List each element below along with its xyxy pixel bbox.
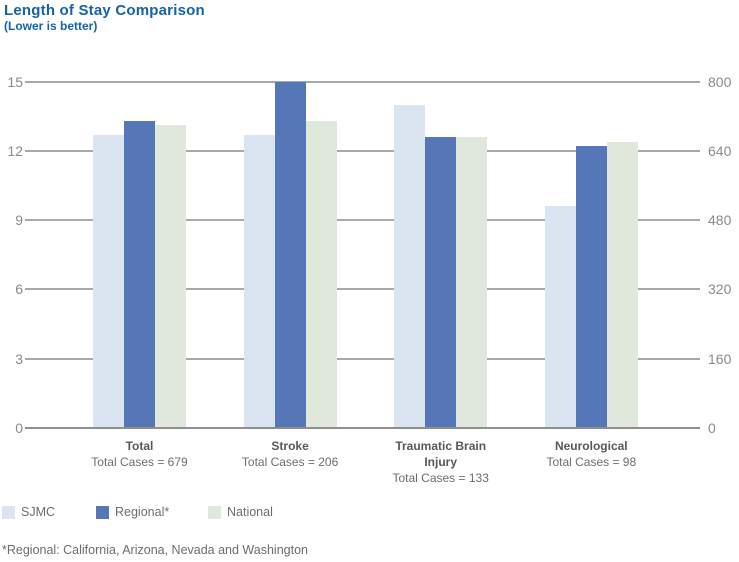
gridline: [25, 357, 700, 360]
bar-national-3: [606, 141, 638, 428]
chart-subtitle: (Lower is better): [4, 19, 98, 33]
legend-label: National: [227, 505, 273, 519]
category-name: Total: [125, 439, 154, 453]
category-label: Total Total Cases = 679: [65, 438, 215, 471]
category-total-cases: Total Cases = 98: [546, 455, 637, 469]
left-axis-tick: 0: [15, 420, 23, 436]
legend-item-sjmc: SJMC: [2, 506, 55, 519]
x-axis-baseline: [25, 427, 700, 429]
category-total-cases: Total Cases = 206: [241, 455, 339, 469]
right-axis-tick: 800: [708, 73, 732, 90]
bar-regional-1: [274, 81, 306, 428]
category-label: Stroke Total Cases = 206: [215, 438, 365, 471]
gridline: [25, 288, 700, 291]
regional-footnote: *Regional: California, Arizona, Nevada a…: [2, 543, 308, 557]
right-axis-tick: 160: [708, 350, 732, 367]
category-label: Neurological Total Cases = 98: [516, 438, 666, 471]
left-axis-tick: 3: [15, 350, 23, 367]
category-label: Traumatic Brain Injury Total Cases = 133: [366, 438, 516, 487]
category-total-cases: Total Cases = 133: [392, 471, 489, 485]
left-axis-tick: 15: [7, 73, 23, 90]
gridline: [25, 219, 700, 222]
bar-regional-2: [425, 136, 457, 428]
gridline: [25, 80, 700, 83]
right-axis-tick: 0: [708, 420, 716, 436]
right-axis-tick: 320: [708, 281, 732, 298]
bar-sjmc-1: [243, 134, 275, 428]
bar-national-2: [456, 136, 488, 428]
category-total-cases: Total Cases = 679: [91, 455, 188, 469]
left-axis-tick: 12: [7, 142, 23, 159]
gridline: [25, 149, 700, 152]
bar-sjmc-0: [93, 134, 124, 428]
bar-national-1: [305, 120, 337, 428]
bar-sjmc-2: [394, 104, 426, 428]
legend-label: Regional*: [115, 505, 170, 519]
bar-national-0: [155, 125, 186, 428]
bar-regional-3: [575, 146, 607, 428]
left-axis-tick: 9: [15, 212, 23, 229]
right-axis-tick: 640: [708, 142, 732, 159]
legend-swatch: [208, 506, 221, 519]
category-name: Neurological: [554, 439, 628, 453]
legend-item-national: National: [208, 506, 273, 519]
legend-label: SJMC: [21, 505, 56, 519]
right-axis-tick: 480: [708, 212, 732, 229]
left-axis-tick: 6: [15, 281, 23, 298]
legend-swatch: [2, 506, 15, 519]
category-name: Traumatic Brain Injury: [395, 439, 487, 469]
legend-item-regional: Regional*: [96, 506, 169, 519]
legend-swatch: [96, 506, 109, 519]
bar-sjmc-3: [544, 206, 576, 428]
bar-regional-0: [124, 120, 155, 428]
category-name: Stroke: [271, 439, 309, 453]
chart-title: Length of Stay Comparison: [4, 2, 205, 19]
